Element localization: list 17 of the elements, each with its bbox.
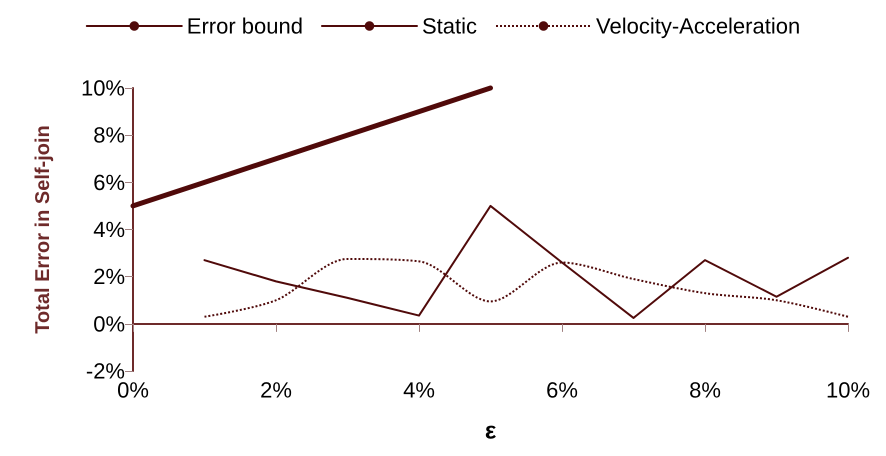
x-axis-title: ε — [484, 418, 496, 444]
y-tick-label: 0% — [93, 311, 125, 336]
x-tick-label: 4% — [403, 378, 435, 402]
legend-label: Velocity-Acceleration — [596, 14, 800, 38]
x-tick-label: 2% — [260, 378, 292, 402]
legend-label: Error bound — [186, 14, 303, 38]
legend-label: Static — [422, 14, 478, 38]
x-tick-label: 6% — [546, 378, 578, 402]
y-tick-label: 8% — [93, 122, 125, 148]
x-tick-label: 10% — [826, 378, 870, 402]
y-tick-label: 6% — [93, 170, 125, 195]
y-axis-title: Total Error in Self-join — [32, 125, 54, 334]
y-tick-label: 4% — [93, 217, 125, 242]
y-tick-label: 2% — [93, 264, 125, 290]
x-tick-label: 8% — [689, 378, 721, 402]
line-series — [204, 204, 849, 319]
y-tick-label: 10% — [80, 76, 125, 100]
